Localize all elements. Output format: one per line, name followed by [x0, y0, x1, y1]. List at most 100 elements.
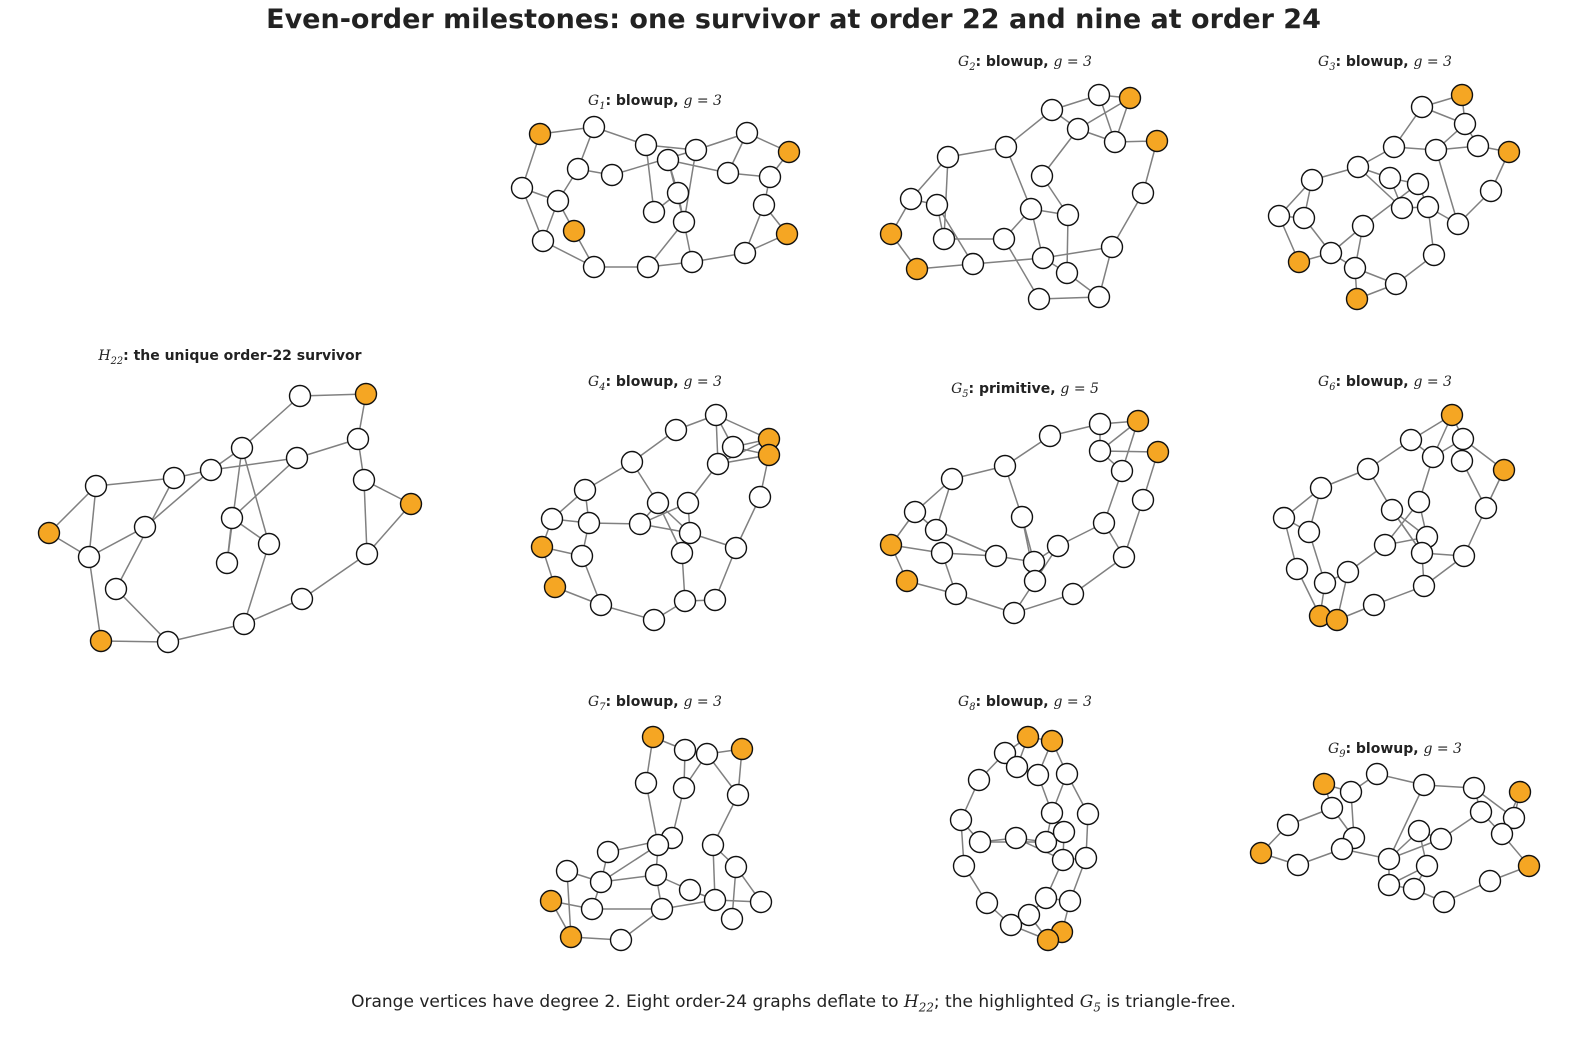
vertex: [646, 491, 670, 515]
graph-drawing: [949, 725, 1100, 952]
vertex: [1502, 806, 1526, 830]
edge: [241, 395, 301, 449]
vertex: [903, 500, 927, 524]
vertex: [1088, 412, 1112, 436]
vertex: [1267, 204, 1291, 228]
girth-value: g = 3: [683, 694, 722, 710]
degree-2-vertex: [730, 737, 754, 761]
graph-description: : the unique order-22 survivor: [123, 348, 362, 364]
vertex: [1297, 520, 1321, 544]
graph-description: : primitive,: [968, 381, 1061, 397]
vertex: [1377, 873, 1401, 897]
degree-2-vertex: [1517, 854, 1541, 878]
degree-2-vertex: [528, 122, 552, 146]
graph-subscript: 22: [110, 355, 124, 367]
panel-g8: G8: blowup, g = 3: [870, 686, 1180, 966]
vertex: [1402, 877, 1426, 901]
panel-g2: G2: blowup, g = 3: [870, 46, 1180, 326]
graph-symbol: H: [98, 348, 111, 364]
vertex: [716, 161, 740, 185]
graph-subscript: 7: [599, 701, 606, 713]
vertex: [1351, 214, 1375, 238]
vertex: [1040, 801, 1064, 825]
vertex: [672, 776, 696, 800]
panel-g3: G3: blowup, g = 3: [1240, 46, 1530, 326]
vertex: [355, 542, 379, 566]
vertex: [642, 200, 666, 224]
caption-after: is triangle-free.: [1100, 992, 1236, 1012]
vertex: [1390, 196, 1414, 220]
vertex: [684, 138, 708, 162]
vertex: [1074, 846, 1098, 870]
vertex: [670, 541, 694, 565]
degree-2-vertex: [1118, 86, 1142, 110]
panel-title: G8: blowup, g = 3: [870, 694, 1180, 713]
vertex: [580, 897, 604, 921]
vertex: [531, 229, 555, 253]
vertex: [930, 541, 954, 565]
vertex: [589, 593, 613, 617]
vertex: [975, 891, 999, 915]
degree-2-vertex: [1145, 129, 1169, 153]
panel-g5: G5: primitive, g = 5: [870, 373, 1180, 643]
caption-h-symbol: H: [903, 992, 919, 1012]
vertex: [596, 840, 620, 864]
vertex: [1038, 424, 1062, 448]
vertex: [1407, 819, 1431, 843]
vertex: [1300, 168, 1324, 192]
vertex: [1330, 837, 1354, 861]
vertex: [288, 384, 312, 408]
vertex: [650, 897, 674, 921]
vertex: [1004, 826, 1028, 850]
vertex: [1466, 134, 1490, 158]
graph-subscript: 4: [599, 381, 606, 393]
vertex: [1373, 533, 1397, 557]
vertex: [1474, 496, 1498, 520]
vertex: [1362, 593, 1386, 617]
graph-symbol: G: [588, 374, 600, 390]
girth-value: g = 3: [683, 374, 722, 390]
vertex: [940, 467, 964, 491]
vertex: [634, 133, 658, 157]
vertex: [1087, 83, 1111, 107]
caption-g-symbol: G: [1079, 992, 1094, 1012]
graph-subscript: 2: [969, 61, 976, 73]
vertex: [726, 783, 750, 807]
panel-title: G4: blowup, g = 3: [500, 374, 810, 393]
vertex: [735, 121, 759, 145]
vertex: [1031, 246, 1055, 270]
vertex: [1058, 889, 1082, 913]
graph-description: : blowup,: [605, 93, 684, 109]
vertex: [720, 907, 744, 931]
graph-drawing: [510, 115, 801, 279]
panel-title: G1: blowup, g = 3: [500, 93, 810, 112]
vertex: [1052, 820, 1076, 844]
graph-symbol: G: [588, 93, 600, 109]
degree-2-vertex: [1126, 409, 1150, 433]
vertex: [673, 589, 697, 613]
vertex: [1320, 796, 1344, 820]
caption-g-subscript: 5: [1093, 1000, 1101, 1015]
vertex: [346, 427, 370, 451]
vertex: [589, 870, 613, 894]
vertex: [1453, 112, 1477, 136]
vertex: [156, 630, 180, 654]
vertex: [993, 454, 1017, 478]
vertex: [967, 768, 991, 792]
degree-2-vertex: [1508, 780, 1532, 804]
vertex: [994, 135, 1018, 159]
vertex: [199, 458, 223, 482]
vertex: [1407, 490, 1431, 514]
vertex: [510, 176, 534, 200]
vertex: [1030, 164, 1054, 188]
vertex: [1469, 800, 1493, 824]
vertex: [644, 863, 668, 887]
vertex: [666, 181, 690, 205]
graph-symbol: G: [951, 381, 963, 397]
vertex: [1010, 505, 1034, 529]
edge: [600, 844, 659, 883]
vertex: [664, 418, 688, 442]
degree-2-vertex: [354, 382, 378, 406]
edge: [88, 556, 102, 642]
vertex: [1451, 427, 1475, 451]
